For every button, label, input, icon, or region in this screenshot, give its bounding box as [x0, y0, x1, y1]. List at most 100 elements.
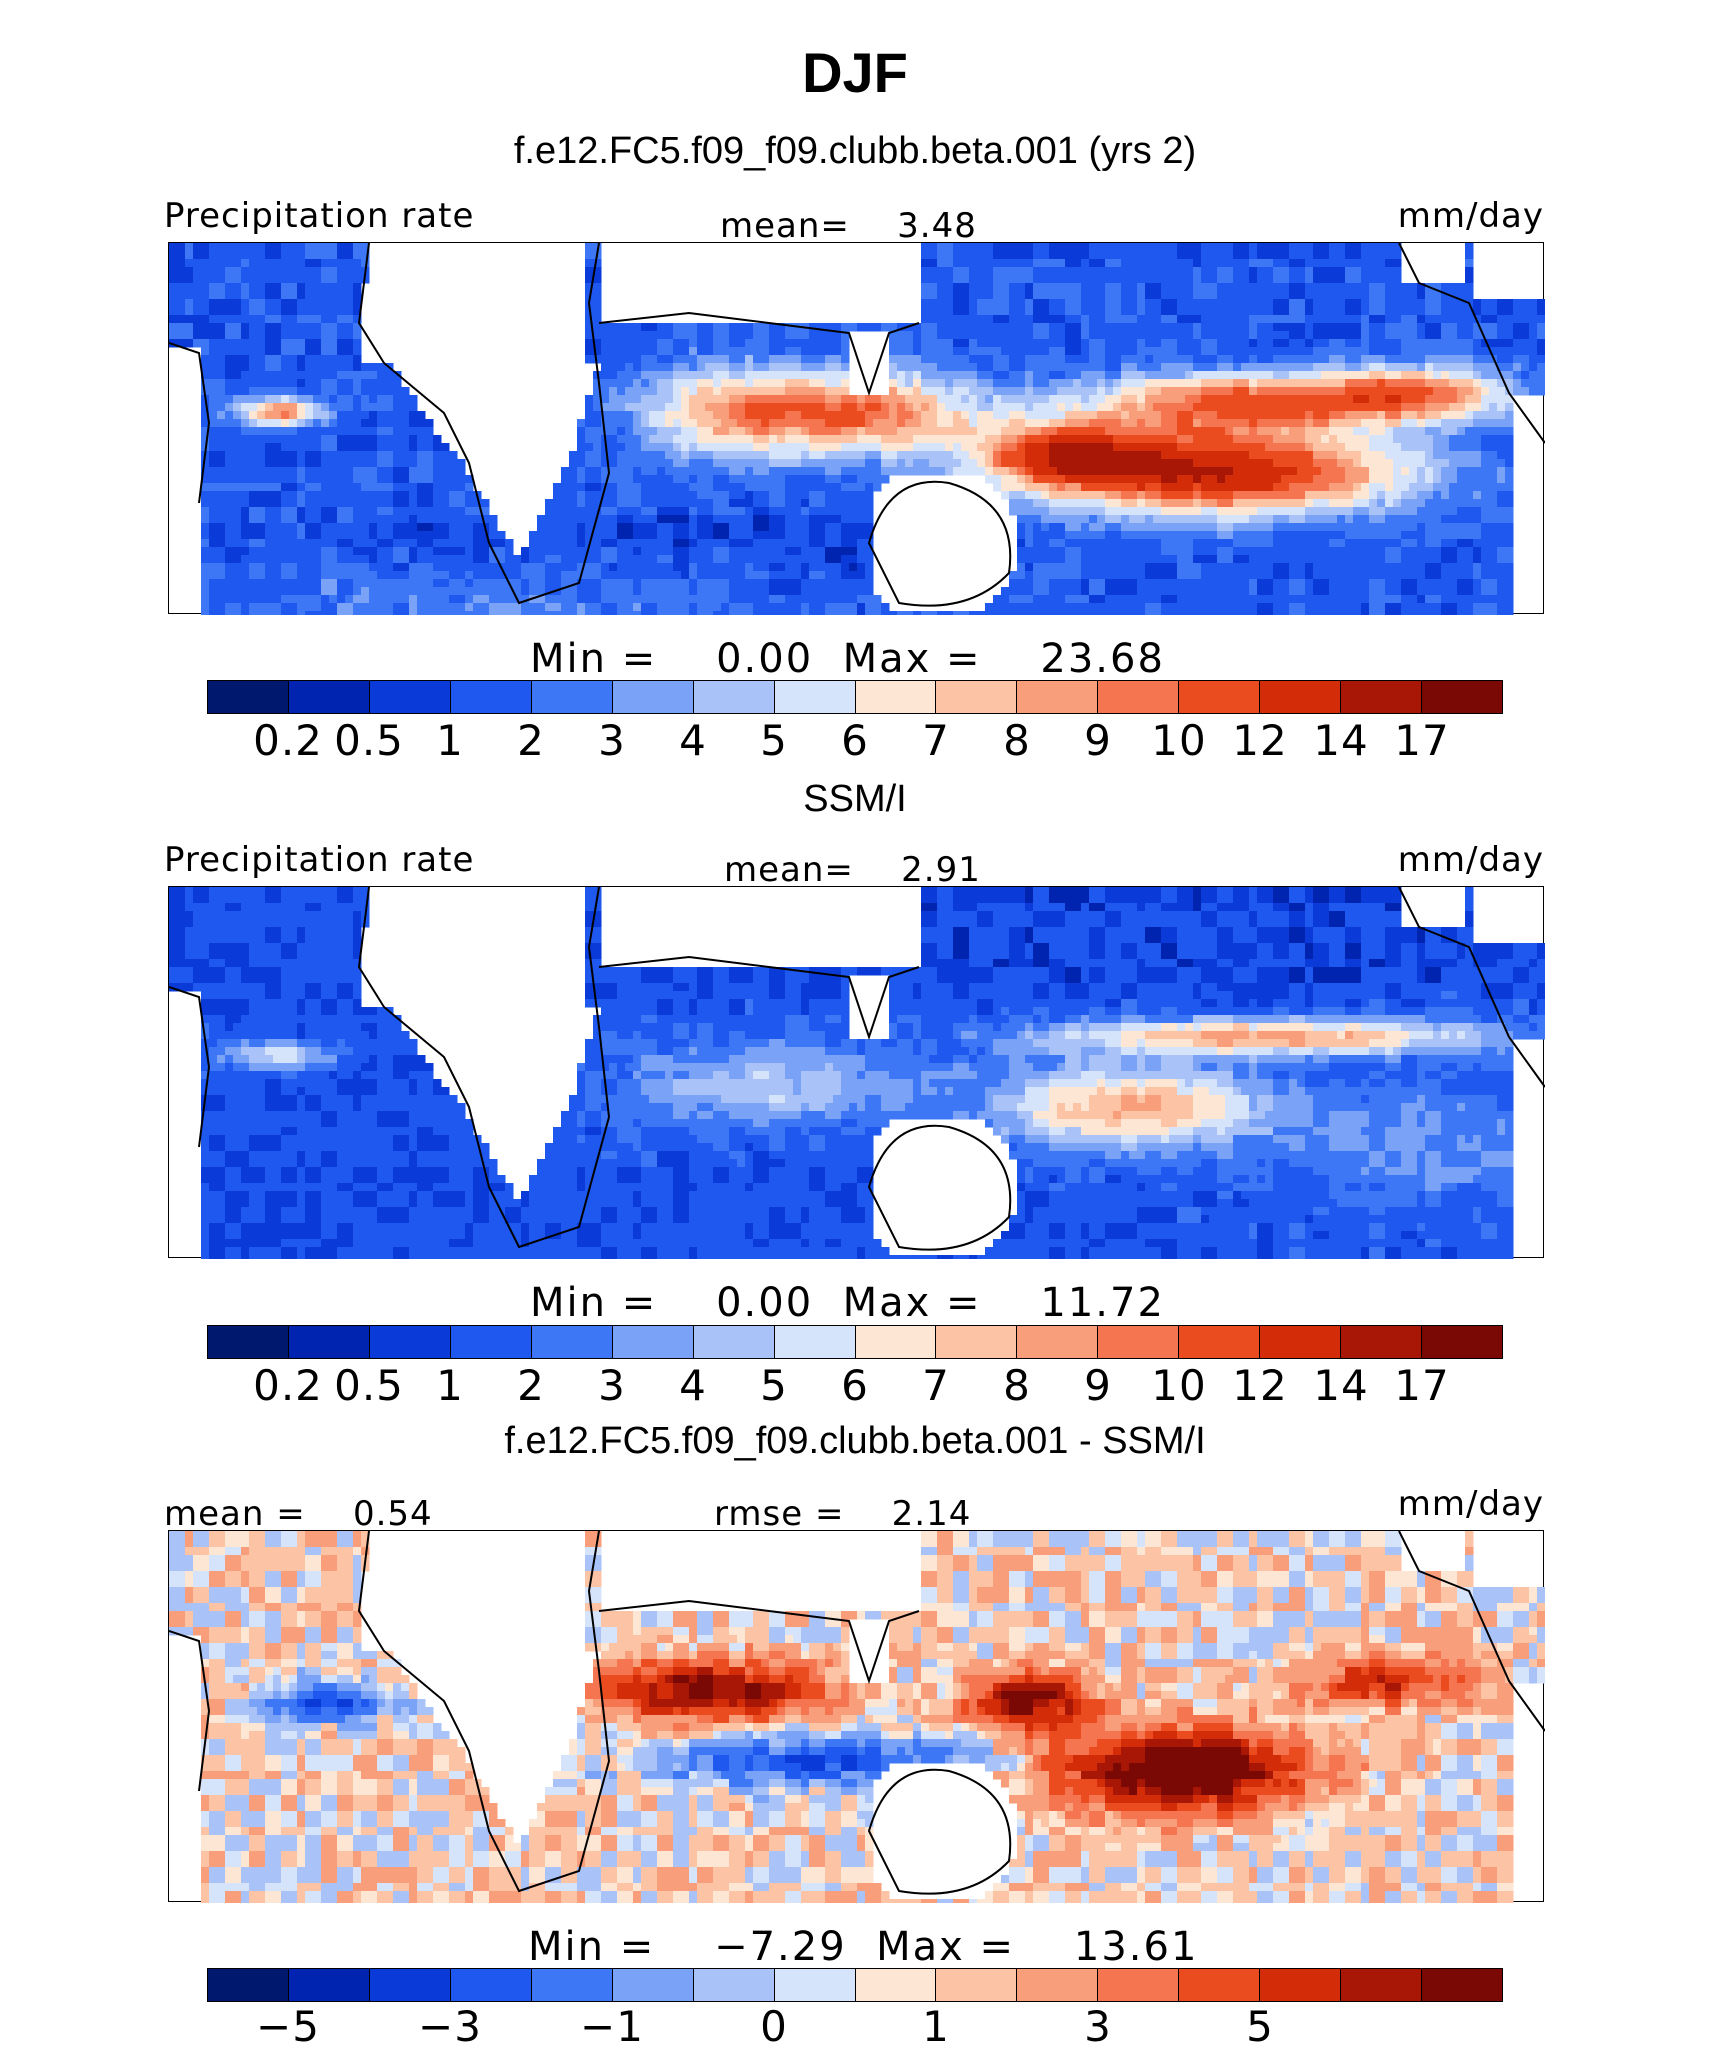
field-cell — [1457, 347, 1466, 356]
field-cell — [393, 547, 402, 556]
field-cell — [1417, 291, 1426, 300]
field-cell — [689, 451, 698, 460]
field-cell — [201, 299, 210, 308]
field-cell — [1025, 403, 1034, 412]
field-cell — [1137, 387, 1146, 396]
field-cell — [937, 339, 946, 348]
field-cell — [1265, 363, 1274, 372]
field-cell — [1265, 451, 1274, 460]
field-cell — [1377, 419, 1386, 428]
field-cell — [1265, 539, 1274, 548]
field-cell — [1377, 475, 1386, 484]
field-cell — [409, 427, 418, 436]
field-cell — [577, 515, 586, 524]
field-cell — [625, 491, 634, 500]
field-cell — [305, 435, 314, 444]
field-cell — [1081, 315, 1090, 324]
field-cell — [865, 323, 874, 332]
field-cell — [1353, 307, 1362, 316]
field-cell — [1025, 379, 1034, 388]
field-cell — [257, 259, 266, 268]
field-cell — [1105, 403, 1114, 412]
field-cell — [233, 483, 242, 492]
field-cell — [1409, 411, 1418, 420]
field-cell — [673, 539, 682, 548]
field-cell — [737, 531, 746, 540]
field-cell — [1001, 459, 1010, 468]
field-cell — [1105, 275, 1114, 284]
field-cell — [1145, 251, 1154, 260]
field-cell — [601, 323, 610, 332]
field-cell — [1489, 379, 1498, 388]
field-cell — [1041, 347, 1050, 356]
field-cell — [209, 403, 218, 412]
field-cell — [937, 371, 946, 380]
field-cell — [833, 467, 842, 476]
field-cell — [1121, 539, 1130, 548]
field-cell — [1473, 395, 1482, 404]
field-cell — [1409, 347, 1418, 356]
field-cell — [681, 435, 690, 444]
field-cell — [1313, 347, 1322, 356]
field-cell — [1041, 491, 1050, 500]
field-cell — [257, 363, 266, 372]
field-cell — [985, 331, 994, 340]
field-cell — [1473, 515, 1482, 524]
field-cell — [665, 483, 674, 492]
field-cell — [1257, 403, 1266, 412]
field-cell — [993, 307, 1002, 316]
field-cell — [745, 475, 754, 484]
field-cell — [297, 267, 306, 276]
field-cell — [1017, 363, 1026, 372]
field-cell — [1369, 379, 1378, 388]
field-cell — [897, 467, 906, 476]
field-cell — [977, 339, 986, 348]
field-cell — [1417, 443, 1426, 452]
field-cell — [865, 395, 874, 404]
field-cell — [561, 547, 570, 556]
field-cell — [1145, 539, 1154, 548]
field-cell — [657, 379, 666, 388]
field-cell — [1097, 387, 1106, 396]
field-cell — [1225, 467, 1234, 476]
field-cell — [281, 459, 290, 468]
field-cell — [1321, 395, 1330, 404]
field-cell — [881, 475, 890, 484]
field-cell — [1177, 483, 1186, 492]
field-cell — [689, 539, 698, 548]
field-cell — [1449, 283, 1458, 292]
field-cell — [793, 443, 802, 452]
field-cell — [969, 459, 978, 468]
field-cell — [1433, 491, 1442, 500]
field-cell — [209, 275, 218, 284]
field-cell — [1505, 427, 1514, 436]
field-cell — [705, 355, 714, 364]
field-cell — [817, 443, 826, 452]
field-cell — [841, 451, 850, 460]
field-cell — [1217, 331, 1226, 340]
field-cell — [1329, 267, 1338, 276]
field-cell — [1425, 363, 1434, 372]
field-cell — [1265, 507, 1274, 516]
field-cell — [1089, 467, 1098, 476]
field-cell — [1377, 307, 1386, 316]
field-cell — [249, 467, 258, 476]
field-cell — [201, 371, 210, 380]
field-cell — [1385, 459, 1394, 468]
field-cell — [1377, 339, 1386, 348]
field-cell — [169, 291, 178, 300]
field-cell — [713, 523, 722, 532]
field-cell — [1473, 451, 1482, 460]
field-cell — [217, 371, 226, 380]
field-cell — [1225, 515, 1234, 524]
field-cell — [785, 363, 794, 372]
field-cell — [1009, 507, 1018, 516]
field-cell — [465, 539, 474, 548]
field-cell — [601, 339, 610, 348]
field-cell — [337, 315, 346, 324]
field-cell — [1505, 515, 1514, 524]
field-cell — [825, 339, 834, 348]
field-cell — [1513, 339, 1522, 348]
field-cell — [1481, 531, 1490, 540]
field-cell — [945, 243, 954, 252]
